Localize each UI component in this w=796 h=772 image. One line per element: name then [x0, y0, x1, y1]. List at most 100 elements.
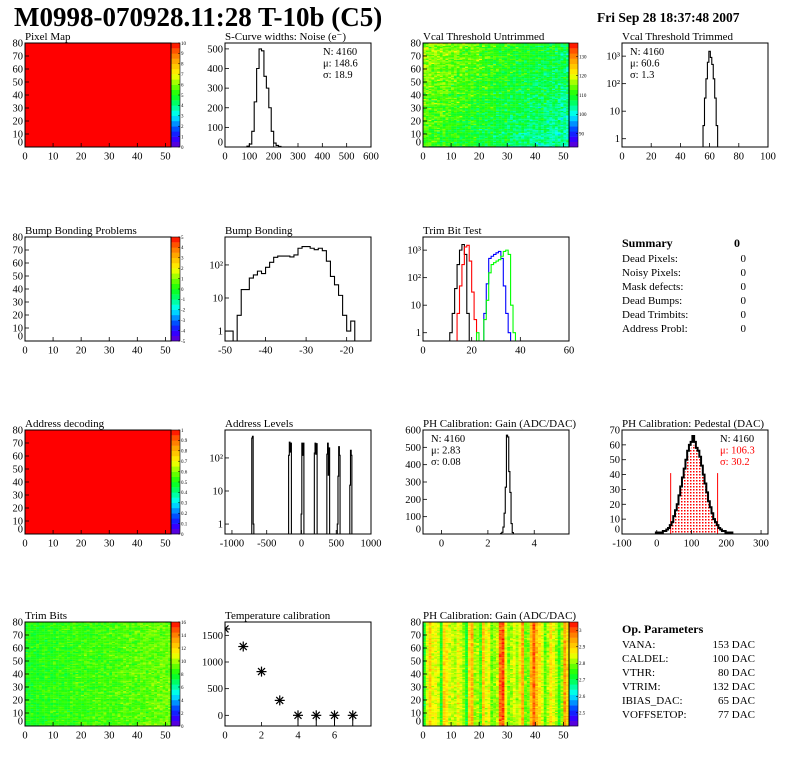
heatmap-cell	[490, 119, 494, 122]
heatmap-cell	[526, 72, 530, 75]
heatmap-cell	[437, 102, 440, 105]
heatmap-cell	[437, 98, 440, 101]
heatmap-cell	[33, 668, 37, 671]
heatmap-cell	[490, 54, 494, 57]
heatmap-cell	[512, 143, 516, 145]
colorbar-band	[171, 252, 180, 258]
heatmap-cell	[27, 653, 31, 655]
heatmap-cell	[484, 67, 488, 70]
heatmap-cell	[490, 45, 494, 48]
heatmap-cell	[493, 106, 497, 109]
heatmap-cell	[423, 115, 426, 118]
heatmap-cell	[33, 698, 37, 701]
heatmap-cell	[431, 52, 435, 54]
heatmap-cell	[425, 85, 429, 88]
heatmap-cell	[515, 54, 519, 57]
heatmap-cell	[448, 98, 452, 101]
heatmap-cell	[25, 651, 28, 654]
heatmap-cell	[563, 89, 567, 92]
heatmap-cell	[563, 46, 567, 49]
heatmap-cell	[448, 122, 452, 124]
heatmap-cell	[467, 123, 471, 126]
heatmap-cell	[428, 108, 432, 110]
heatmap-cell	[439, 136, 443, 139]
heatmap-cell	[453, 130, 457, 132]
heatmap-cell	[27, 696, 31, 698]
heatmap-cell	[445, 137, 449, 140]
heatmap-cell	[549, 62, 553, 64]
heatmap-cell	[532, 88, 536, 90]
heatmap-cell	[521, 131, 525, 133]
heatmap-cell	[445, 110, 449, 113]
heatmap-cell	[546, 89, 550, 92]
heatmap-cell	[448, 121, 452, 123]
heatmap-cell	[498, 87, 502, 89]
heatmap-cell	[560, 102, 564, 105]
heatmap-cell	[484, 135, 488, 137]
heatmap-cell	[451, 46, 455, 49]
heatmap-cell	[448, 85, 452, 88]
heatmap-cell	[493, 145, 497, 147]
heatmap-cell	[434, 108, 438, 110]
heatmap-cell	[538, 102, 542, 105]
heatmap-cell	[476, 134, 480, 136]
heatmap-cell	[552, 110, 556, 113]
histogram-series-0	[246, 48, 282, 147]
heatmap-cell	[521, 128, 525, 131]
heatmap-cell	[434, 74, 438, 76]
heatmap-cell	[456, 141, 460, 144]
x-tick-label: 50	[160, 539, 171, 550]
heatmap-cell	[540, 128, 544, 131]
heatmap-cell	[25, 627, 28, 629]
heatmap-cell	[498, 65, 502, 67]
heatmap-cell	[481, 89, 485, 92]
heatmap-cell	[439, 46, 443, 49]
heatmap-cell	[425, 139, 429, 141]
heatmap-cell	[540, 139, 544, 141]
heatmap-cell	[453, 66, 457, 68]
heatmap-cell	[524, 74, 528, 76]
heatmap-cell	[428, 140, 432, 142]
heatmap-cell	[30, 709, 34, 711]
plot-area	[500, 434, 514, 534]
heatmap-cell	[518, 114, 522, 116]
chart-title: Vcal Threshold Untrimmed	[423, 31, 545, 43]
heatmap-cell	[543, 54, 547, 57]
heatmap-cell	[512, 118, 516, 120]
x-tick-label: 50	[160, 346, 171, 357]
heatmap-cell	[566, 108, 569, 110]
heatmap-cell	[425, 53, 429, 55]
x-tick-label: 200	[266, 152, 282, 163]
heatmap-cell	[546, 111, 550, 114]
heatmap-cell	[566, 139, 569, 141]
heatmap-cell	[462, 74, 466, 76]
heatmap-cell	[445, 56, 449, 58]
heatmap-cell	[504, 108, 508, 110]
heatmap-cell	[510, 96, 513, 98]
heatmap-cell	[479, 89, 483, 92]
heatmap-cell	[498, 102, 502, 105]
heatmap-cell	[479, 85, 483, 88]
heatmap-cell	[27, 649, 31, 651]
heatmap-cell	[498, 70, 502, 72]
heatmap-cell	[563, 123, 567, 126]
heatmap-cell	[532, 44, 536, 46]
heatmap-cell	[535, 139, 539, 141]
heatmap-cell	[507, 61, 511, 63]
colorbar-band	[171, 523, 180, 529]
heatmap-cell	[25, 636, 28, 638]
heatmap-cell	[487, 75, 491, 77]
heatmap-cell	[546, 124, 550, 127]
heatmap-cell	[535, 105, 539, 107]
heatmap-cell	[30, 713, 34, 715]
heatmap-cell	[442, 93, 446, 96]
heatmap-cell	[496, 126, 499, 128]
heatmap-cell	[504, 48, 508, 50]
heatmap-cell	[524, 49, 528, 51]
histogram-series-3	[475, 249, 517, 341]
heatmap-cell	[538, 45, 542, 48]
heatmap-cell	[425, 141, 429, 144]
heatmap-cell	[484, 130, 488, 132]
heatmap-cell	[552, 76, 556, 79]
heatmap-cell	[442, 89, 446, 92]
